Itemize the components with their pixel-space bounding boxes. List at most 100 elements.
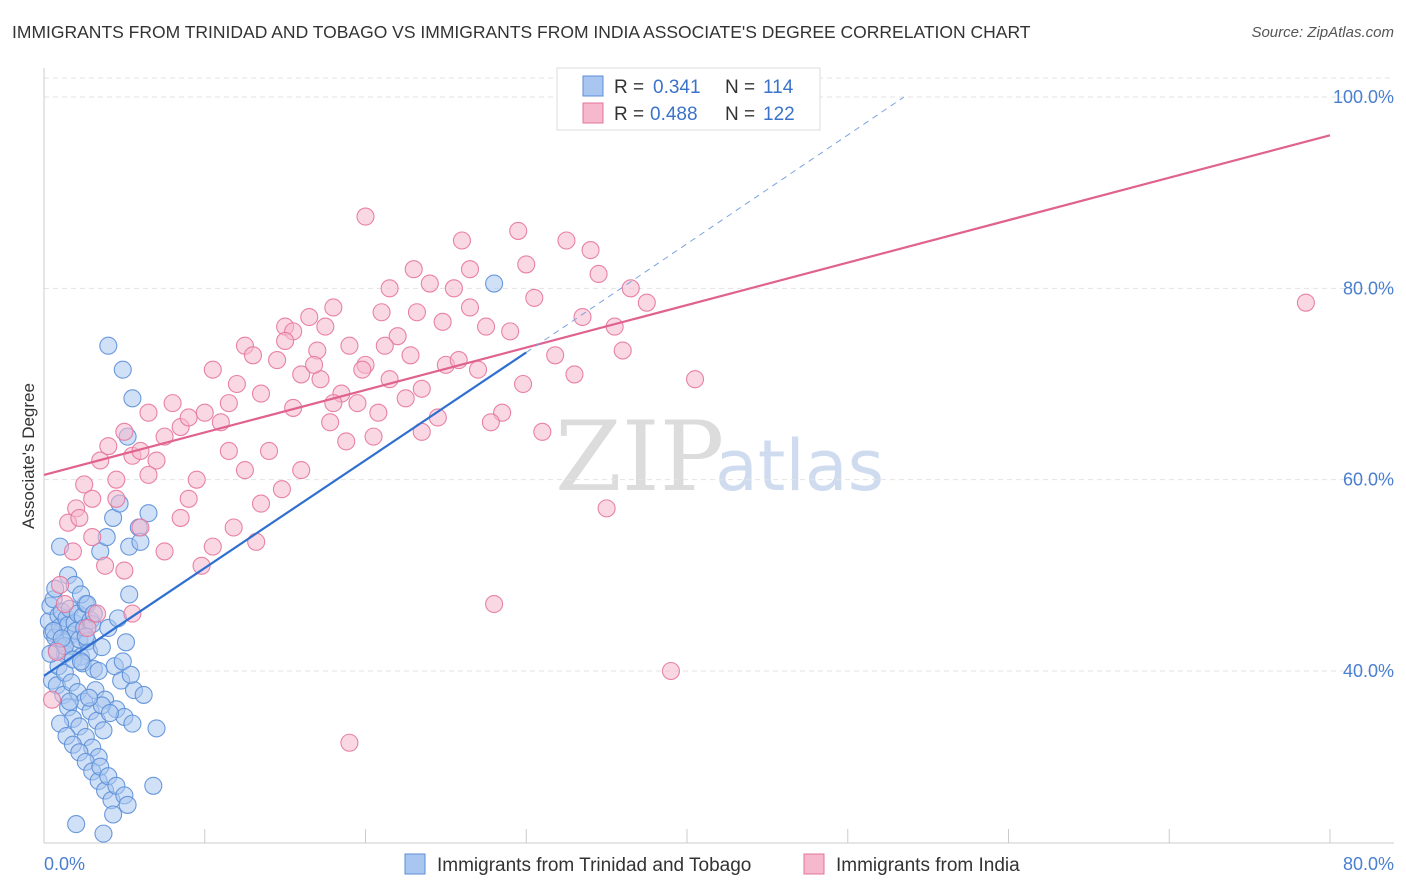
point-india-81 [155,542,174,561]
point-trinidad-105 [113,360,132,379]
point-trinidad-97 [79,688,99,707]
point-india-94 [115,561,134,580]
legend-n-value-2: 122 [763,104,795,125]
point-india-40 [364,427,383,446]
point-india-118 [513,374,533,394]
point-trinidad-98 [100,704,119,723]
legend-swatch-india [582,102,604,124]
y-tick-label-60: 60.0% [1343,470,1394,490]
point-india-67 [637,293,656,312]
trend-lines [43,96,1331,677]
y-tick-label-80: 80.0% [1343,278,1394,298]
bottom-legend-label-india: Immigrants from India [836,855,1020,876]
point-india-18 [187,470,206,489]
point-india-78 [70,508,89,527]
point-india-27 [259,441,279,461]
point-india-51 [452,231,472,250]
point-india-74 [661,661,680,681]
point-india-119 [546,346,565,365]
trend-line-trinidad-extension [525,96,905,353]
point-india-88 [272,480,291,499]
point-india-85 [292,461,311,480]
bottom-legend-swatch-trinidad [404,853,426,875]
x-tick-label-min: 0.0% [44,854,85,874]
point-india-1 [51,575,70,594]
point-india-23 [227,374,246,394]
legend-r-label-2: R = [614,104,644,125]
point-trinidad-104 [123,389,142,408]
point-trinidad-44 [94,721,113,740]
point-india-12 [139,403,158,422]
point-india-101 [224,518,243,537]
point-india-35 [324,298,343,317]
point-india-71 [340,733,359,752]
point-india-77 [131,518,150,537]
point-india-93 [139,465,158,484]
point-india-111 [305,355,324,374]
legend-r-value-1: 0.341 [653,77,701,98]
point-india-65 [613,341,632,360]
grid-lines [44,77,1394,672]
point-trinidad-100 [120,585,139,604]
point-india-34 [316,317,335,336]
point-india-44 [396,389,415,408]
point-india-42 [380,279,399,298]
point-india-26 [251,384,271,403]
legend-n-label-2: N = [725,104,755,125]
bottom-legend-label-trinidad: Immigrants from Trinidad and Tobago [437,855,751,876]
point-trinidad-78 [123,714,142,733]
point-trinidad-79 [147,719,166,738]
point-trinidad-94 [113,652,132,671]
point-india-56 [501,322,520,341]
point-india-9 [115,422,134,441]
point-india-69 [597,499,616,518]
point-india-117 [481,413,500,432]
point-india-75 [83,528,102,547]
point-india-98 [87,604,107,623]
point-india-17 [179,408,198,427]
bottom-legend-swatch-india [803,853,825,875]
point-india-113 [353,360,372,379]
point-india-47 [420,274,439,293]
point-trinidad-85 [67,815,86,834]
point-india-15 [163,394,182,413]
point-trinidad-65 [139,504,158,523]
point-trinidad-69 [92,638,111,657]
point-india-110 [276,331,295,351]
point-trinidad-106 [99,336,118,355]
x-tick-label-max: 80.0% [1343,854,1394,874]
point-india-4 [75,475,94,494]
point-india-114 [375,336,394,355]
point-india-19 [195,403,214,422]
point-india-25 [243,346,263,365]
legend-r-value-2: 0.488 [650,104,698,125]
point-trinidad-95 [121,665,140,684]
point-india-28 [268,351,287,370]
point-india-92 [171,508,190,527]
point-india-20 [203,360,222,379]
source-credit: Source: ZipAtlas.com [1251,24,1394,41]
point-india-8 [107,470,126,489]
point-india-70 [485,594,504,614]
point-india-73 [685,370,705,389]
point-trinidad-86 [94,824,113,843]
point-india-57 [509,221,528,240]
legend: R = 0.341 N = 114 R = 0.488 N = 122 [556,67,821,131]
legend-n-label-1: N = [725,77,755,98]
point-india-107 [401,346,420,365]
point-trinidad-113 [71,652,91,671]
y-tick-label-100: 100.0% [1333,87,1394,107]
point-india-89 [321,413,340,432]
y-axis-title: Associate's Degree [19,383,38,529]
point-india-97 [78,618,97,638]
point-india-95 [63,542,82,561]
point-india-62 [573,307,592,327]
point-india-43 [388,327,407,346]
legend-n-value-1: 114 [763,77,794,98]
point-india-83 [203,537,222,556]
point-india-41 [372,303,391,322]
point-india-0 [42,690,62,709]
point-india-59 [525,288,544,307]
point-india-84 [251,494,271,513]
point-india-76 [107,489,126,508]
